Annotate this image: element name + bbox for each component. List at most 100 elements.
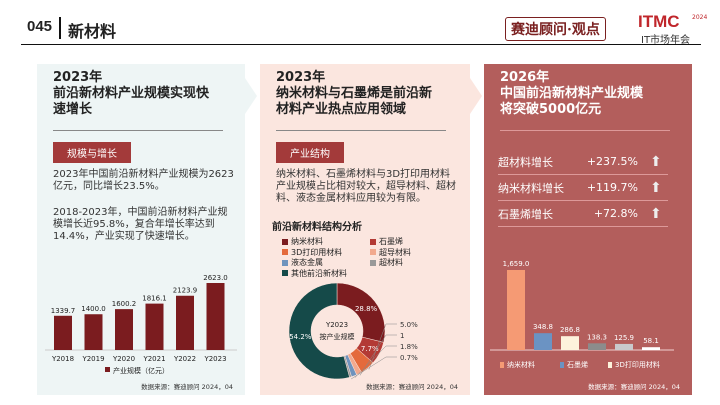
section-tag: 规模与增长 bbox=[53, 142, 131, 163]
legend-label: 超导材料 bbox=[379, 247, 411, 257]
bar-value-label: 1,659.0 bbox=[503, 260, 530, 268]
x-tick-label: Y2022 bbox=[173, 355, 196, 363]
legend-label: 石墨烯 bbox=[379, 237, 403, 246]
arrow-decoration bbox=[245, 78, 257, 114]
legend-swatch bbox=[282, 259, 288, 266]
legend-item: 3D打印用材料 bbox=[282, 247, 342, 258]
structure-donut-chart: 28.8% 7.7% 5.0% 1 1.8% 0.7% 54.2% bbox=[288, 282, 418, 380]
legend-swatch bbox=[370, 249, 376, 255]
chart-title: 前沿新材料结构分析 bbox=[272, 222, 362, 233]
growth-value: +237.5% bbox=[586, 155, 638, 168]
arrow-up-icon: ⬆ bbox=[650, 205, 662, 222]
legend-item: 超导材料 bbox=[370, 247, 411, 258]
section-tag: 产业结构 bbox=[276, 142, 344, 163]
legend-swatch bbox=[282, 238, 288, 245]
bar bbox=[507, 270, 525, 350]
divider bbox=[500, 130, 670, 131]
title-line: 中国前沿新材料产业规模 bbox=[500, 86, 644, 101]
x-tick-label: Y2018 bbox=[51, 355, 74, 363]
title-line: 材料产业热点应用领域 bbox=[276, 102, 407, 117]
legend-item: 液态金属 bbox=[282, 257, 323, 268]
legend-item: 纳米材料 bbox=[282, 236, 323, 247]
bar bbox=[115, 309, 133, 350]
title-line: 将突破5000亿元 bbox=[500, 102, 602, 117]
arrow-up-icon: ⬆ bbox=[650, 153, 662, 170]
title-line: 速增长 bbox=[53, 102, 93, 117]
slice-label: 1.8% bbox=[400, 343, 418, 351]
x-tick-label: Y2020 bbox=[112, 355, 135, 363]
leader-line bbox=[350, 356, 397, 380]
growth-row: 石墨烯增长 +72.8% ⬆ bbox=[498, 201, 668, 227]
legend-item: 纳米材料 bbox=[500, 360, 535, 370]
bar-value-label: 138.3 bbox=[587, 333, 607, 341]
divider bbox=[53, 130, 223, 131]
legend-label: 产业规模（亿元） bbox=[113, 366, 169, 375]
x-tick-label: Y2019 bbox=[81, 355, 104, 363]
bar-value-label: 1339.7 bbox=[51, 307, 76, 315]
divider bbox=[59, 17, 61, 39]
panel-forecast: 2026年 中国前沿新材料产业规模 将突破5000亿元 超材料增长 +237.5%… bbox=[484, 64, 692, 395]
slice-label: 28.8% bbox=[355, 305, 378, 313]
arrow-decoration bbox=[470, 78, 482, 114]
slice-label: 5.0% bbox=[400, 321, 418, 329]
growth-value: +119.7% bbox=[586, 181, 638, 194]
x-tick-label: Y2023 bbox=[203, 355, 226, 363]
legend-label: 纳米材料 bbox=[291, 237, 323, 246]
brand-stamp: 赛迪顾问·观点 bbox=[505, 17, 606, 41]
scale-bar-chart: 1339.7 Y2018 1400.0 Y2019 1600.2 Y2020 1816.1 Y… bbox=[45, 274, 237, 375]
slice-label: 7.7% bbox=[361, 345, 379, 353]
panel-title: 2023年 前沿新材料产业规模实现快 速增长 bbox=[53, 70, 209, 118]
growth-row: 超材料增长 +237.5% ⬆ bbox=[498, 149, 668, 175]
slice-label: 54.2% bbox=[289, 333, 312, 341]
leader-line bbox=[359, 334, 397, 376]
bar bbox=[84, 314, 103, 350]
source-note: 数据来源：赛迪顾问 2024，04 bbox=[141, 383, 233, 391]
growth-name: 超材料增长 bbox=[498, 155, 553, 169]
title-line: 前沿新材料产业规模实现快 bbox=[53, 86, 210, 101]
body-text: 2018-2023年，中国前沿新材料产业规模增长近95.8%，复合年增长率达到1… bbox=[53, 207, 228, 242]
bar-value-label: 2123.9 bbox=[173, 287, 198, 295]
bar-value-label: 2623.0 bbox=[203, 274, 228, 282]
center-caption: 按产业规模 bbox=[319, 333, 355, 341]
legend-swatch bbox=[105, 367, 110, 372]
growth-name: 石墨烯增长 bbox=[498, 207, 553, 221]
bar-value-label: 58.1 bbox=[643, 337, 659, 345]
legend-swatch bbox=[282, 249, 288, 255]
body-text: 纳米材料、石墨烯材料与3D打印用材料产业规模占比相对较大，超导材料、超材料、液态… bbox=[276, 169, 456, 204]
legend-label: 超材料 bbox=[379, 258, 403, 267]
x-tick-label: Y2021 bbox=[142, 355, 165, 363]
bar-value-label: 1816.1 bbox=[142, 295, 167, 303]
legend-swatch bbox=[370, 259, 376, 266]
logo-year: 2024 bbox=[692, 14, 708, 21]
panel-scale-growth: 2023年 前沿新材料产业规模实现快 速增长 规模与增长 2023年中国前沿新材… bbox=[37, 64, 245, 395]
legend-label: 液态金属 bbox=[291, 258, 323, 267]
legend-item: 3D打印用材料 bbox=[608, 360, 660, 370]
bar bbox=[534, 333, 552, 350]
leader-line bbox=[354, 345, 397, 378]
title-line: 2023年 bbox=[53, 70, 103, 85]
slice-label: 0.7% bbox=[400, 354, 418, 362]
legend-label: 3D打印用材料 bbox=[291, 247, 343, 257]
bar-value-label: 1400.0 bbox=[81, 305, 106, 313]
legend-swatch bbox=[370, 238, 376, 245]
bar bbox=[54, 315, 72, 350]
body-text: 2023年中国前沿新材料产业规模为2623亿元，同比增长23.5%。 bbox=[53, 169, 234, 192]
legend-item: 石墨烯 bbox=[560, 360, 588, 370]
bar-value-label: 348.8 bbox=[533, 323, 553, 331]
legend-label: 3D打印用材料 bbox=[615, 361, 660, 369]
itmc-logo: ITMC bbox=[638, 12, 680, 31]
panel-title: 2023年 纳米材料与石墨烯是前沿新 材料产业热点应用领域 bbox=[276, 70, 432, 118]
source-note: 数据来源：赛迪顾问 2024，04 bbox=[366, 383, 458, 391]
donut-slice bbox=[288, 282, 350, 380]
title-line: 纳米材料与石墨烯是前沿新 bbox=[276, 86, 433, 101]
panel-title: 2026年 中国前沿新材料产业规模 将突破5000亿元 bbox=[500, 70, 643, 118]
leader-line bbox=[368, 323, 397, 370]
legend-item: 其他前沿新材料 bbox=[282, 268, 347, 279]
title-line: 2023年 bbox=[276, 70, 326, 85]
bar bbox=[176, 295, 194, 350]
forecast-bar-chart: 1,659.0 348.8 286.8 138.3 125.9 58.1 bbox=[490, 260, 674, 351]
header-rule bbox=[21, 44, 701, 45]
legend-label: 纳米材料 bbox=[507, 361, 535, 369]
arrow-up-icon: ⬆ bbox=[650, 179, 662, 196]
bar bbox=[615, 343, 633, 350]
